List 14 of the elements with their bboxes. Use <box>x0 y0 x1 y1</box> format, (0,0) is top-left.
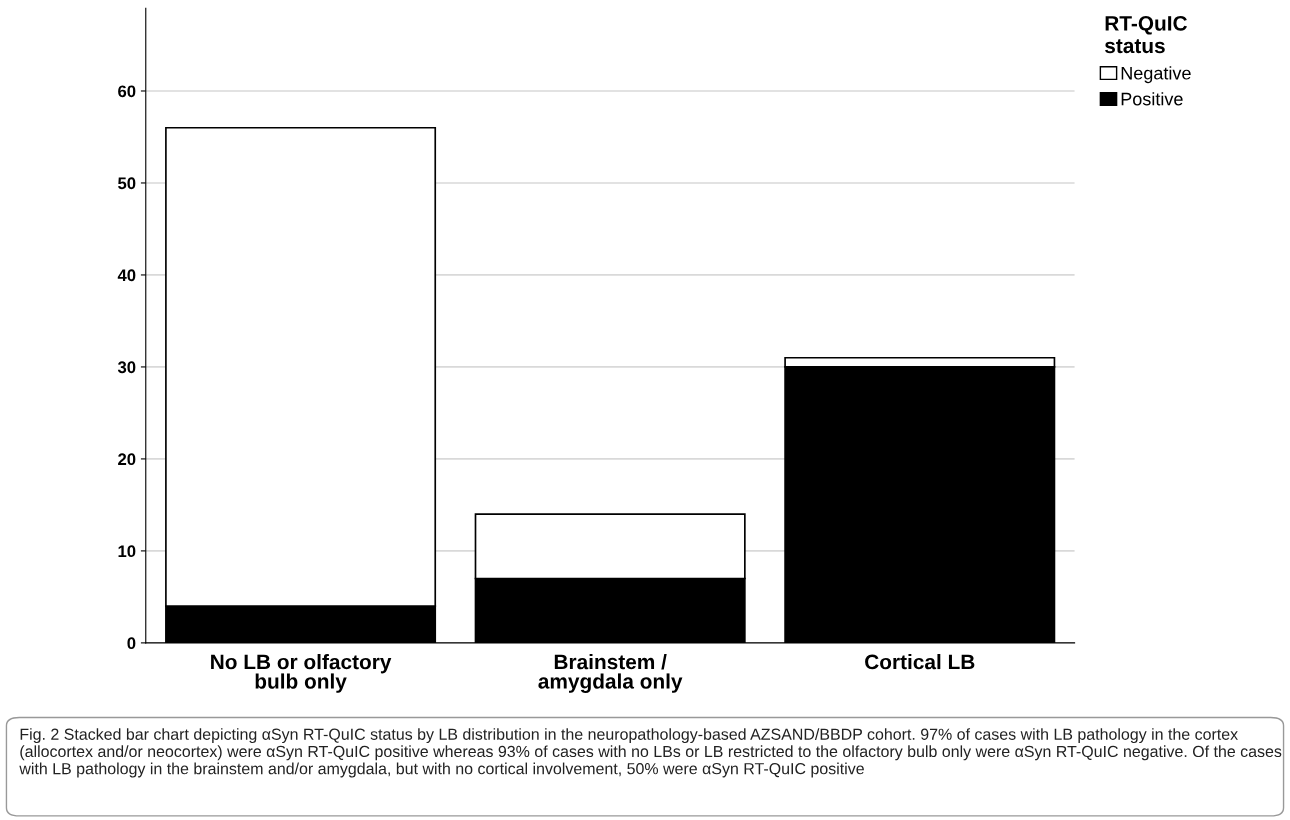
y-tick-label: 0 <box>127 637 136 650</box>
caption: Fig. 2 Stacked bar chart depicting αSyn RT-QuIC status by LB distribution in the neuropathology-based AZSAND/BBDP cohort. 97% of cases with LB pathology in the cortex (allocortex and/or neocortex) were αSyn RT-QuIC positive whereas 93% of cases with no LBs or LB restricted to the olfactory bulb only were αSyn RT-QuIC negative. Of the cases with LB pathology in the brainstem and/or amygdala, but with no cortical involvement, 50% were αSyn RT-QuIC positive <box>19 728 1282 778</box>
y-tick-label: 10 <box>118 545 136 558</box>
y-tick-label: 60 <box>118 85 136 98</box>
x-tick-label: No LB or olfactory bulb only <box>211 653 392 693</box>
y-tick-label: 40 <box>117 269 136 282</box>
x-tick-label: Cortical LB <box>865 653 975 670</box>
legend-label: Negative <box>1121 66 1191 84</box>
y-tick-label: 20 <box>118 453 136 466</box>
legend-label: Positive <box>1121 92 1183 106</box>
y-tick-label: 30 <box>117 361 136 374</box>
legend-title: RT-QuIC status <box>1105 15 1188 54</box>
y-tick-label: 50 <box>118 177 136 190</box>
x-tick-label: Brainstem / amygdala only <box>538 653 683 693</box>
